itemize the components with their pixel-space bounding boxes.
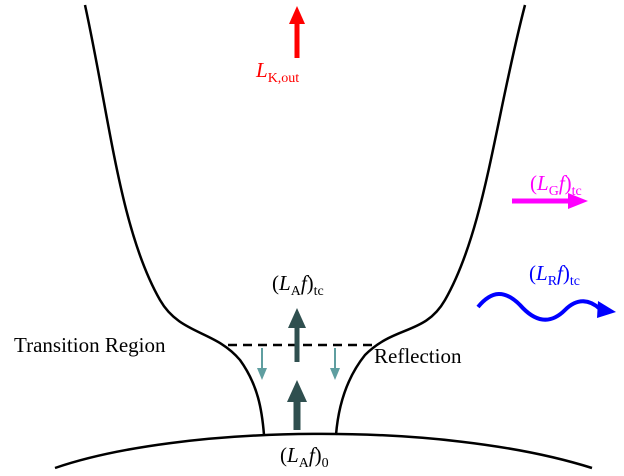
kinetic-arrow-head — [289, 6, 305, 24]
radiation-arrow-head — [597, 301, 616, 318]
label-part: L — [536, 171, 549, 195]
label-part: L — [535, 261, 548, 285]
label-part: 0 — [322, 456, 329, 471]
reflection-arrow-head — [257, 368, 267, 380]
label-part: tc — [314, 284, 324, 299]
label-part: G — [549, 184, 559, 199]
funnel — [55, 5, 592, 468]
label-part: ) — [563, 261, 570, 285]
label-part: ( — [280, 443, 287, 467]
label-part: ( — [530, 171, 537, 195]
label-part: L — [278, 271, 291, 295]
radiation-label: (LRf)tc — [529, 261, 580, 289]
reflection-arrow-head — [330, 368, 340, 380]
label-part: ) — [315, 443, 322, 467]
label-part: ( — [529, 261, 536, 285]
flux-label-bottom: (LAf)0 — [280, 443, 329, 471]
label-part: ) — [565, 171, 572, 195]
radiation-wave — [478, 294, 600, 320]
label-part: Transition Region — [14, 333, 166, 357]
label-part: ( — [272, 271, 279, 295]
label-part: tc — [572, 184, 582, 199]
right-wall — [336, 5, 525, 435]
gravity-label: (LGf)tc — [530, 171, 582, 199]
label-part: K,out — [268, 71, 300, 86]
flux-arrow-lower-head — [287, 380, 307, 402]
diagram: LK,out (LGf)tc (LRf)tc (LAf)tc Transitio… — [0, 0, 624, 476]
flux-arrow-upper-head — [288, 308, 306, 328]
kinetic-label: LK,out — [255, 58, 299, 86]
reflection-label: Reflection — [374, 344, 462, 368]
transition-label: Transition Region — [14, 333, 166, 357]
label-part: L — [255, 58, 268, 82]
label-part: tc — [570, 274, 580, 289]
left-wall — [85, 5, 264, 435]
label-part: Reflection — [374, 344, 462, 368]
label-part: ) — [307, 271, 314, 295]
flux-label-top: (LAf)tc — [272, 271, 324, 299]
label-part: L — [286, 443, 299, 467]
